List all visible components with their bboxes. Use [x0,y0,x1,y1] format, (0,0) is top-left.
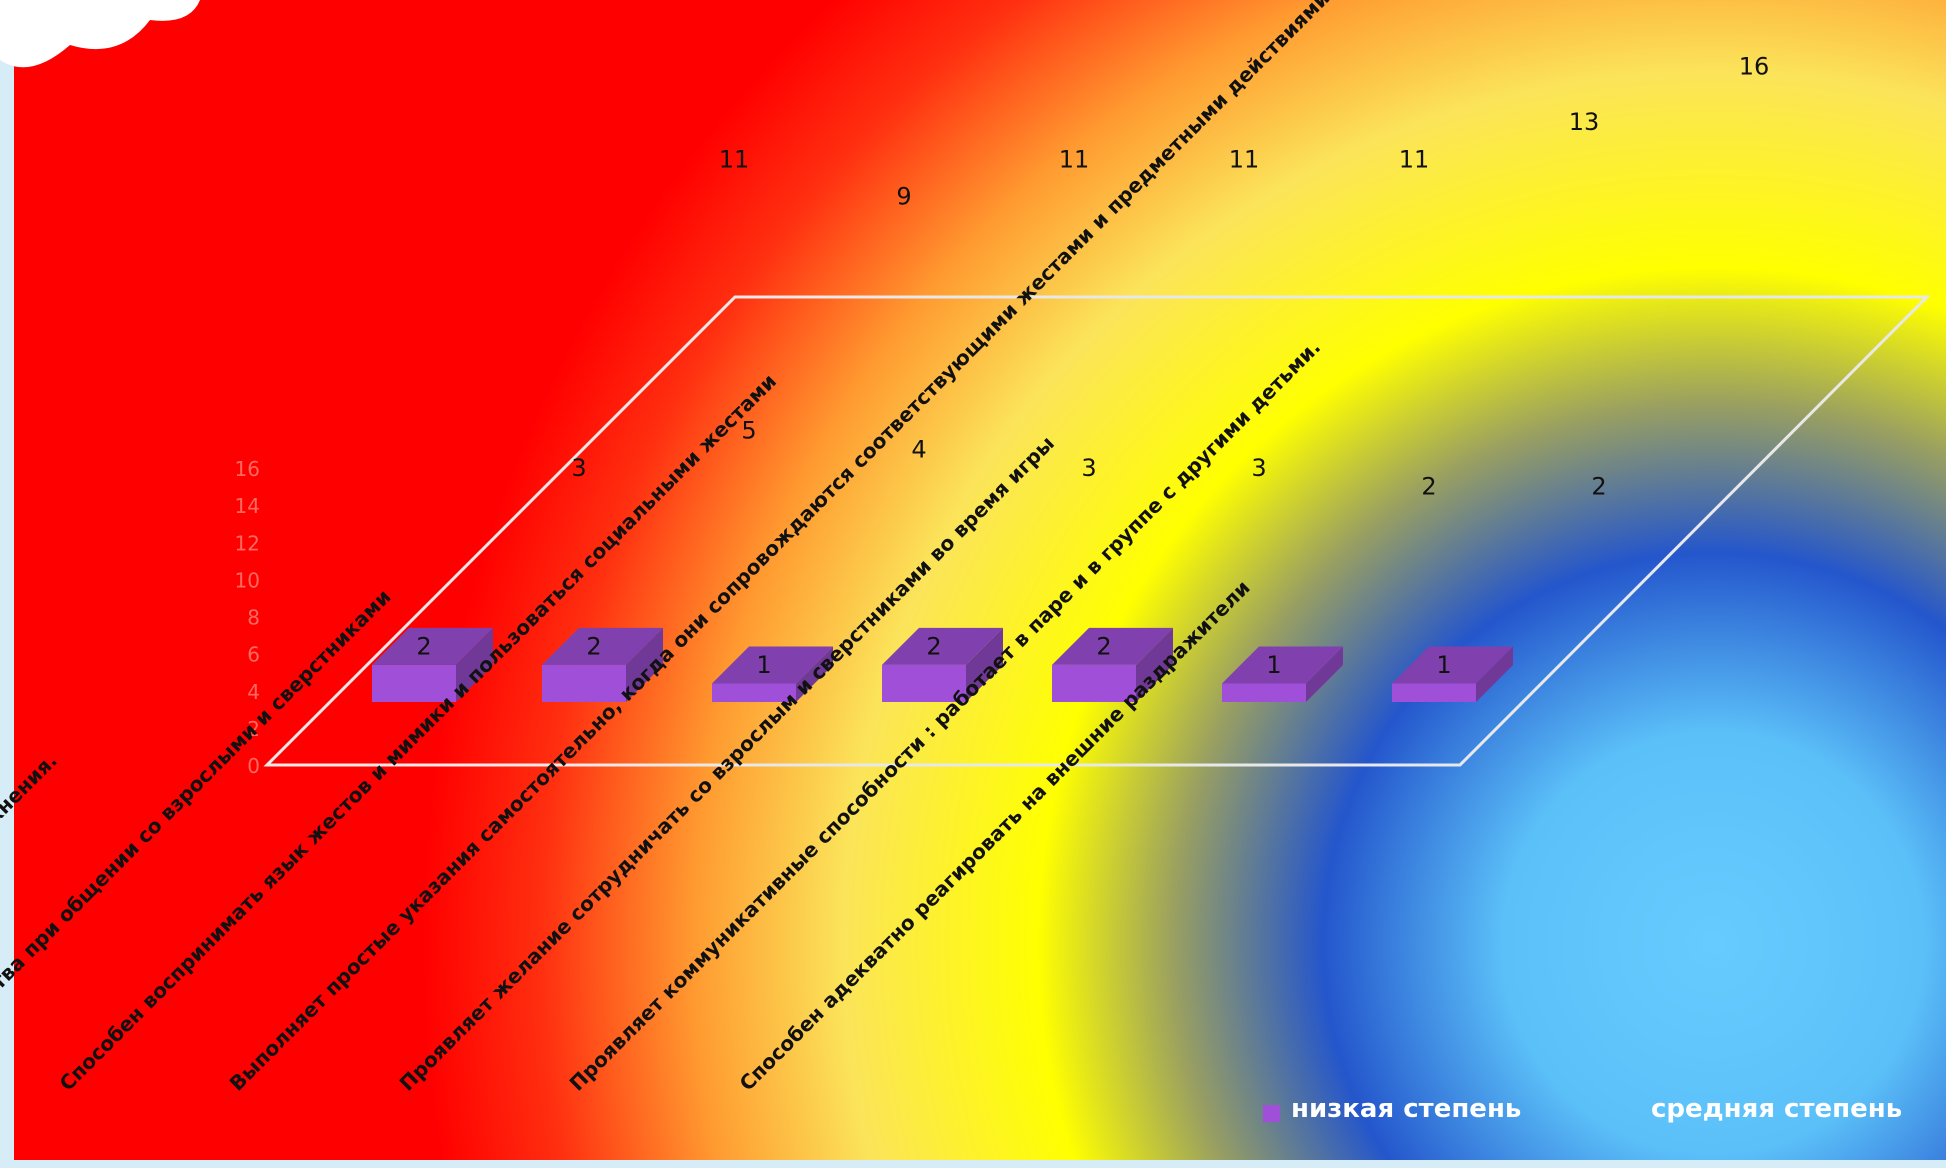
floor [263,295,1931,767]
bar-face [626,627,663,702]
bar-face [882,627,1003,665]
y-tick-label: 2 [247,717,260,741]
bar-face [1392,646,1513,684]
bar [882,627,1003,702]
bar-face [966,627,1003,702]
y-tick-label: 6 [247,643,260,667]
bar-face [1052,664,1136,702]
bar-face [1052,627,1173,665]
y-tick-label: 0 [247,754,260,778]
value-label: 3 [1081,454,1096,482]
bar-face [542,664,626,702]
bar [1392,646,1513,702]
bar-face [372,627,493,665]
value-label: 16 [1739,53,1770,81]
bar-face [1136,627,1173,702]
value-label: 3 [1251,454,1266,482]
bar-face [372,664,456,702]
bar-face [1392,683,1476,702]
bar-face [882,664,966,702]
bar-face [1306,646,1343,702]
bar-face [712,646,833,684]
value-label: 2 [1096,632,1111,660]
value-label: 4 [911,435,926,463]
value-label: 3 [571,454,586,482]
bar-face [1222,683,1306,702]
value-label: 2 [416,632,431,660]
value-label: 11 [1399,145,1430,173]
value-label: 2 [586,632,601,660]
value-label: 2 [926,632,941,660]
y-tick-label: 4 [247,680,260,704]
y-tick-label: 10 [235,568,260,592]
legend-label: низкая степень [1291,1094,1521,1124]
bar [372,627,493,702]
y-tick-label: 12 [235,531,260,555]
value-label: 11 [1059,145,1090,173]
legend-marker [1263,1105,1280,1122]
bar [1052,627,1173,702]
bar-face [796,646,833,702]
y-tick-label: 14 [235,494,260,518]
value-label: 11 [719,145,750,173]
value-label: 5 [741,417,756,445]
value-label: 9 [896,182,911,210]
bar-face [542,627,663,665]
y-tick-label: 8 [247,606,260,630]
value-label: 1 [1436,651,1451,679]
value-label: 1 [1266,651,1281,679]
value-label: 2 [1591,472,1606,500]
legend-label: средняя степень [1651,1094,1902,1124]
y-tick-label: 16 [235,457,260,481]
value-label: 11 [1229,145,1260,173]
bar-face [1476,646,1513,702]
bar-face [456,627,493,702]
bar [542,627,663,702]
value-label: 1 [756,651,771,679]
bar-face [1222,646,1343,684]
background [14,0,1946,1160]
value-label: 2 [1421,472,1436,500]
bar-face [712,683,796,702]
cloud [0,0,200,68]
bar [1222,646,1343,702]
bar [712,646,833,702]
value-label: 13 [1569,108,1600,136]
